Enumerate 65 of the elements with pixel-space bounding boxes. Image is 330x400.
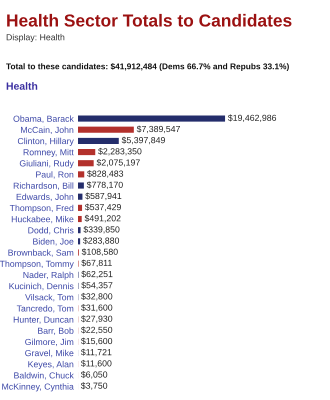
y-tick-label: Barr, Bob	[38, 327, 74, 335]
data-label: $11,721	[80, 348, 112, 356]
data-label: $537,429	[84, 204, 121, 212]
bar	[78, 160, 94, 166]
y-tick-label: Dodd, Chris	[28, 227, 74, 234]
y-tick-label: Gravel, Mike	[25, 350, 74, 358]
y-tick-label: Edwards, John	[16, 194, 74, 201]
bar	[78, 227, 81, 234]
y-tick-label: Tancredo, Tom	[16, 305, 74, 313]
bar	[78, 204, 82, 211]
data-label: $778,170	[86, 181, 123, 189]
bar	[78, 126, 134, 133]
data-label: $5,397,849	[122, 136, 165, 144]
data-label: $19,462,986	[228, 114, 276, 122]
data-label: $491,202	[84, 214, 121, 222]
data-label: $108,580	[82, 248, 118, 256]
y-tick-label: Thompson, Tommy	[0, 260, 74, 269]
bar	[78, 138, 119, 144]
text: Total to these candidates: $41,912,484 (Dems 66.7% and Repubs 33.1%)	[6, 63, 289, 71]
data-label: $7,389,547	[136, 126, 180, 134]
data-label: $22,550	[81, 326, 112, 334]
data-label: $62,251	[81, 270, 112, 278]
bar	[78, 216, 82, 222]
y-tick-label: Gilmore, Jim	[25, 338, 74, 346]
data-label: $54,357	[81, 282, 112, 290]
data-label: $11,600	[80, 360, 112, 368]
y-tick-label: Paul, Ron	[36, 171, 74, 179]
data-label: $3,750	[80, 382, 108, 390]
bar	[78, 182, 84, 189]
data-label: $828,483	[87, 170, 124, 178]
y-tick-label: McCain, John	[21, 126, 74, 134]
y-tick-label: Clinton, Hillary	[18, 138, 74, 146]
y-tick-label: Vilsack, Tom	[25, 294, 74, 302]
data-label: $32,800	[81, 292, 112, 301]
y-tick-label: Hunter, Duncan	[14, 316, 74, 324]
data-label: $2,283,350	[98, 148, 142, 156]
y-tick-label: Richardson, Bill	[14, 182, 74, 190]
text: Health	[6, 82, 38, 90]
data-label: $339,850	[83, 226, 120, 234]
y-tick-label: Thompson, Fred	[10, 204, 74, 213]
chart-title: Health Sector Totals to Candidates	[7, 14, 292, 27]
y-tick-label: Baldwin, Chuck	[14, 372, 74, 380]
data-label: $283,880	[83, 237, 120, 245]
y-tick-label: Huckabee, Mike	[12, 216, 74, 224]
data-label: $31,600	[81, 304, 112, 312]
data-label: $27,930	[81, 315, 112, 323]
y-tick-label: Obama, Barack	[13, 115, 74, 123]
y-tick-label: Kucinich, Dennis	[9, 282, 74, 290]
data-label: $15,600	[80, 338, 112, 346]
data-label: $587,941	[85, 192, 122, 200]
y-tick-label: Nader, Ralph	[23, 272, 74, 280]
bar	[78, 194, 82, 200]
data-label: $67,811	[81, 259, 112, 268]
bar	[78, 116, 226, 122]
bar	[78, 171, 84, 178]
y-tick-label: McKinney, Cynthia	[2, 383, 74, 392]
y-tick-label: Keyes, Alan	[28, 360, 74, 370]
text: Display: Health	[6, 34, 64, 42]
data-label: $6,050	[80, 371, 108, 379]
y-tick-label: Giuliani, Rudy	[20, 160, 74, 168]
y-tick-label: Brownback, Sam	[8, 249, 74, 257]
bar	[78, 148, 96, 156]
y-tick-label: Romney, Mitt	[24, 148, 74, 158]
y-tick-label: Biden, Joe	[33, 238, 74, 246]
data-label: $2,075,197	[96, 159, 140, 167]
